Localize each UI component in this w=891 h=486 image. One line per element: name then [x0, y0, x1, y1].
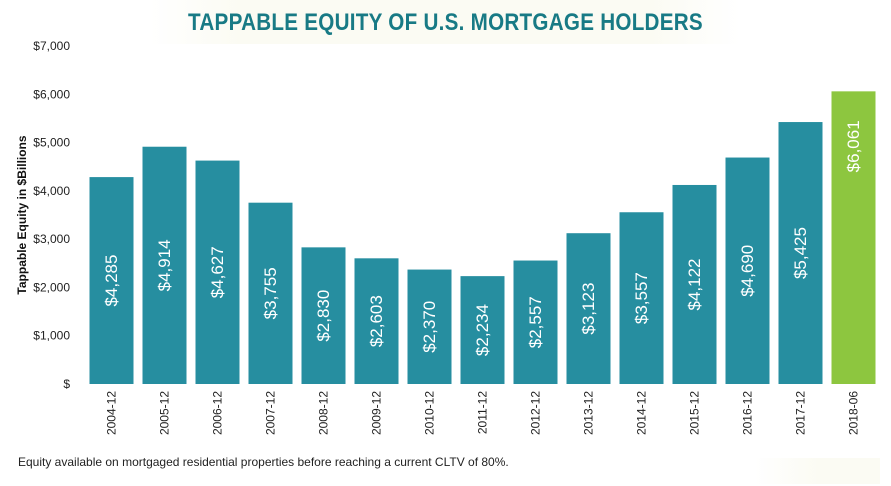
bar-value-label: $4,627 — [208, 246, 227, 298]
x-category-label: 2006-12 — [211, 391, 225, 435]
y-tick-label: $6,000 — [33, 87, 70, 101]
bar-value-label: $2,557 — [526, 296, 545, 348]
x-category-label: 2005-12 — [158, 391, 172, 435]
x-category-label: 2009-12 — [370, 391, 384, 435]
footnote: Equity available on mortgaged residentia… — [18, 455, 509, 469]
y-tick-label: $2,000 — [33, 280, 70, 294]
x-category-label: 2013-12 — [582, 391, 596, 435]
bar-value-label: $4,122 — [685, 258, 704, 310]
bar — [195, 160, 240, 384]
y-tick-label: $3,000 — [33, 232, 70, 246]
y-tick-label: $ — [63, 377, 70, 391]
bar — [566, 233, 611, 384]
bar-value-label: $2,234 — [473, 304, 492, 356]
x-category-label: 2016-12 — [741, 391, 755, 435]
bar-value-label: $3,123 — [579, 283, 598, 335]
bar — [460, 276, 505, 384]
bar-value-label: $2,370 — [420, 301, 439, 353]
bar-value-label: $2,830 — [314, 290, 333, 342]
x-category-label: 2011-12 — [476, 391, 490, 434]
bar — [407, 269, 452, 384]
bar-value-label: $3,557 — [632, 272, 651, 324]
x-category-label: 2012-12 — [529, 391, 543, 435]
footer-background — [755, 458, 880, 484]
x-category-label: 2018-06 — [847, 391, 861, 435]
bar-value-label: $4,914 — [155, 239, 174, 291]
bar — [301, 247, 346, 384]
x-category-label: 2014-12 — [635, 391, 649, 435]
y-tick-label: $7,000 — [33, 39, 70, 53]
bar-value-label: $3,755 — [261, 267, 280, 319]
bar-value-label: $4,690 — [738, 245, 757, 297]
bar — [619, 212, 664, 384]
y-axis-title: Tappable Equity in $Billions — [15, 135, 29, 294]
x-category-label: 2010-12 — [423, 391, 437, 435]
y-tick-label: $5,000 — [33, 136, 70, 150]
bar — [354, 258, 399, 384]
bar — [831, 91, 876, 385]
bar — [672, 184, 717, 384]
bar — [725, 157, 770, 384]
title-background — [150, 0, 740, 44]
bar — [248, 202, 293, 384]
x-category-label: 2004-12 — [105, 391, 119, 435]
bar-value-label: $5,425 — [791, 227, 810, 279]
bar — [513, 260, 558, 384]
bar-value-label: $2,603 — [367, 295, 386, 347]
y-tick-label: $4,000 — [33, 184, 70, 198]
x-category-label: 2017-12 — [794, 391, 808, 435]
y-tick-label: $1,000 — [33, 329, 70, 343]
x-category-label: 2015-12 — [688, 391, 702, 435]
bar — [142, 146, 187, 384]
bar — [778, 122, 823, 385]
bar-value-label: $4,285 — [102, 255, 121, 307]
bar-value-label: $6,061 — [844, 120, 863, 172]
x-category-label: 2008-12 — [317, 391, 331, 435]
x-category-label: 2007-12 — [264, 391, 278, 435]
bar — [89, 177, 134, 384]
chart-title: TAPPABLE EQUITY OF U.S. MORTGAGE HOLDERS — [188, 9, 703, 36]
